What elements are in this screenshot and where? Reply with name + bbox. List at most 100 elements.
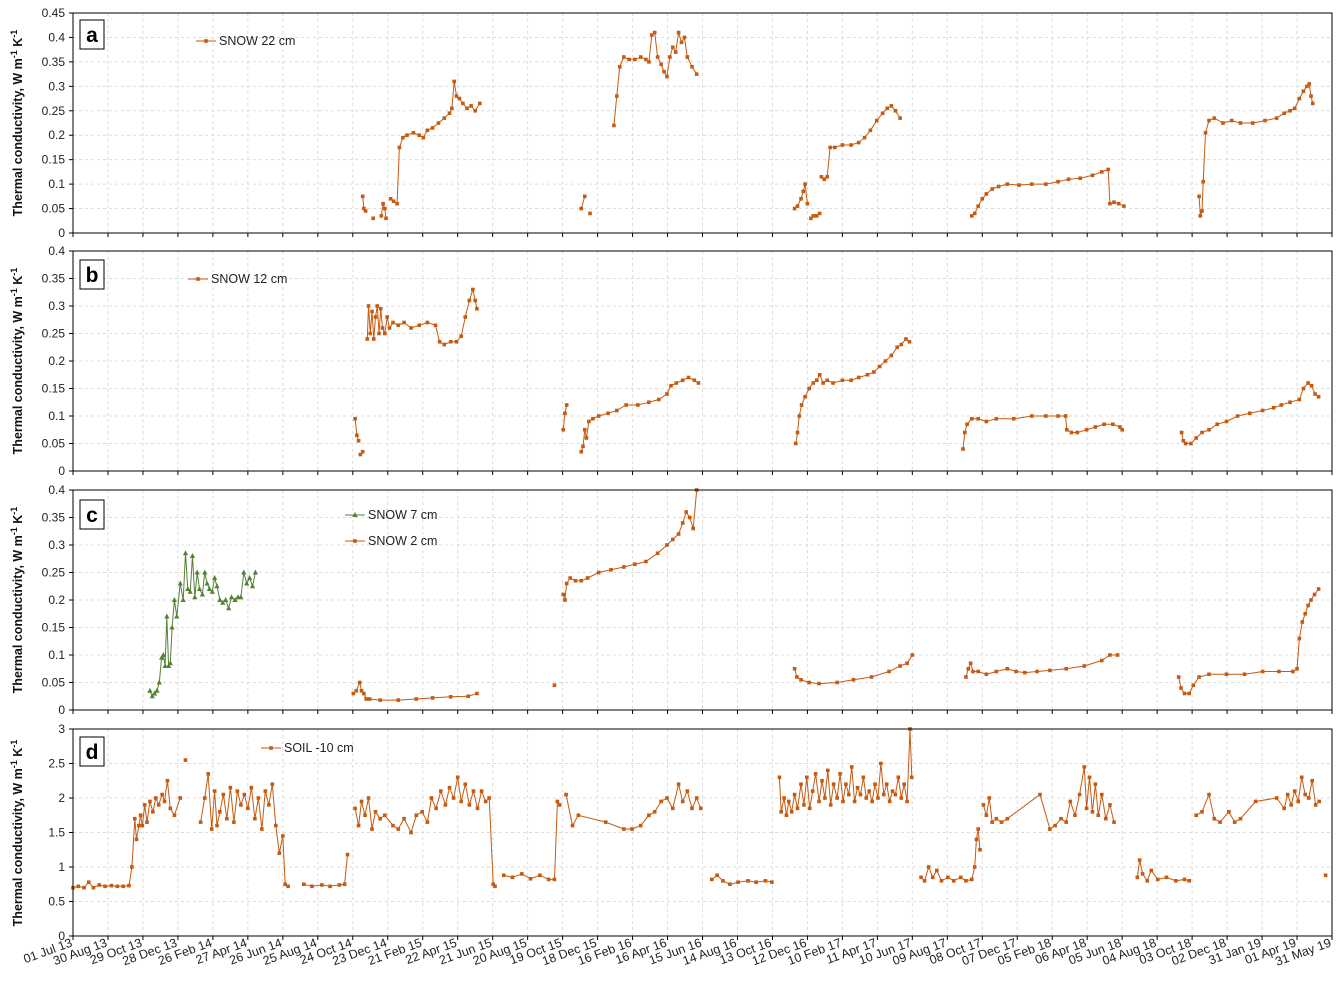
data-point (1069, 430, 1074, 435)
data-point (501, 873, 506, 878)
data-point (76, 884, 81, 889)
data-point (896, 775, 901, 780)
data-point (391, 320, 395, 325)
data-point (383, 331, 387, 336)
data-point (905, 661, 909, 666)
data-point (1093, 782, 1098, 786)
data-point (801, 189, 806, 194)
data-point (690, 64, 694, 69)
data-point (652, 810, 657, 814)
data-point (377, 331, 381, 336)
data-point (606, 411, 610, 416)
data-point (459, 799, 463, 804)
data-point (968, 661, 973, 666)
data-point (1084, 427, 1089, 432)
data-point (971, 669, 975, 674)
data-point (91, 885, 96, 890)
data-point (1077, 792, 1082, 797)
data-point (884, 782, 889, 786)
data-point (825, 174, 830, 179)
data-point (579, 578, 584, 583)
data-point (552, 683, 557, 688)
data-point (395, 201, 399, 206)
panel-d-letter-box (79, 736, 105, 767)
data-point (1197, 675, 1201, 679)
data-point (1137, 858, 1142, 862)
y-tick-label: 0 (58, 226, 65, 240)
data-point (1238, 816, 1243, 821)
data-point (1181, 438, 1186, 443)
data-point (1044, 414, 1048, 418)
data-point (809, 216, 813, 221)
data-point (302, 882, 306, 887)
data-point (972, 865, 977, 869)
data-point (267, 803, 271, 807)
panel-c-y-axis-title: Thermal conductivity, W m-1 K-1 (9, 507, 25, 694)
data-point (1035, 669, 1039, 674)
data-point (1301, 89, 1306, 94)
data-point (685, 789, 690, 793)
data-point (368, 331, 373, 336)
data-point (217, 597, 223, 602)
data-point (984, 419, 989, 424)
data-point (890, 789, 895, 793)
data-point (425, 820, 430, 824)
data-point (228, 785, 233, 790)
data-point (1310, 778, 1314, 783)
data-point (807, 806, 812, 811)
data-point (381, 201, 385, 206)
data-point (1212, 116, 1217, 120)
data-point (206, 586, 212, 591)
data-point (1078, 176, 1082, 181)
data-point (792, 206, 797, 211)
data-point (147, 687, 153, 693)
panel-a-letter-box (79, 19, 105, 50)
data-point (976, 669, 980, 674)
y-tick-label: 0 (58, 703, 65, 717)
data-point (670, 537, 675, 542)
y-tick-label: 0.4 (48, 30, 65, 44)
data-point (811, 214, 816, 218)
data-point (805, 201, 810, 206)
data-point (189, 553, 196, 558)
data-point (379, 214, 384, 218)
data-point (172, 813, 177, 818)
data-point (162, 663, 168, 668)
data-point (1215, 422, 1219, 427)
data-point (214, 583, 220, 589)
data-point (134, 837, 139, 842)
data-point (209, 827, 214, 831)
panel-a-y-axis-title: Thermal conductivity, W m-1 K-1 (9, 30, 25, 217)
data-point (1307, 82, 1312, 86)
data-point (370, 309, 374, 314)
legend-swatch-marker (352, 512, 358, 517)
data-point (887, 799, 892, 804)
data-point (763, 879, 768, 883)
data-point (803, 394, 807, 399)
data-point (1274, 116, 1279, 120)
data-point (383, 206, 387, 211)
data-point (1221, 121, 1225, 125)
data-point (365, 337, 370, 341)
panel-c-legend: SNOW 7 cm SNOW 2 cm (345, 508, 437, 548)
data-point (443, 803, 448, 807)
data-point (1260, 669, 1265, 674)
data-point (196, 586, 203, 591)
data-point (459, 334, 463, 339)
panel-b-grid (73, 251, 1332, 471)
data-point (680, 521, 685, 525)
data-point (154, 687, 160, 693)
data-point (260, 827, 264, 831)
data-point (1198, 214, 1203, 218)
data-point (668, 55, 672, 59)
data-point (856, 140, 861, 145)
data-point (964, 675, 968, 679)
data-point (520, 872, 524, 876)
data-point (433, 323, 438, 328)
data-point (1250, 121, 1255, 125)
legend-swatch-marker (353, 539, 357, 543)
y-tick-label: 0 (58, 929, 65, 943)
data-point (609, 567, 613, 572)
data-point (371, 337, 376, 341)
data-point (588, 211, 592, 216)
